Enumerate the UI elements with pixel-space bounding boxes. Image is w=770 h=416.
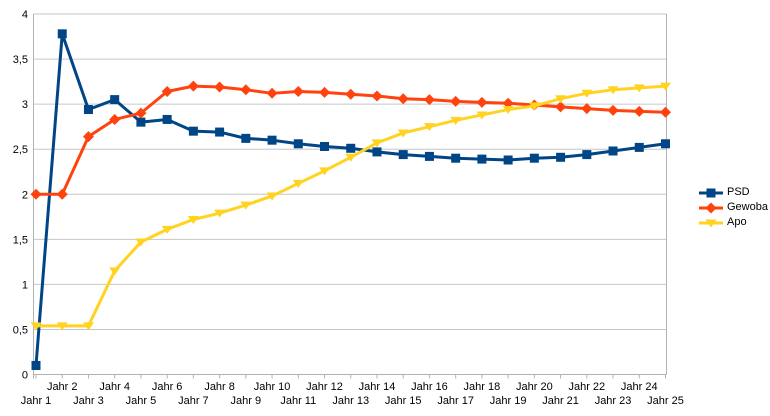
legend-label-gewoba: Gewoba (727, 201, 768, 213)
y-tick-label: 2 (22, 189, 28, 201)
x-tick-label: Jahr 18 (464, 381, 501, 393)
y-tick-label: 1,5 (13, 234, 28, 246)
x-tick-label: Jahr 19 (490, 395, 527, 407)
x-axis-labels: Jahr 1 Jahr 2 Jahr 3 Jahr 4 Jahr 5 Jahr 6 Jahr… (21, 381, 684, 407)
x-tick-label: Jahr 23 (595, 395, 632, 407)
legend-label-apo: Apo (727, 216, 747, 228)
series-psd-line (31, 29, 670, 370)
x-tick-label: Jahr 10 (254, 381, 291, 393)
apo-marker-icon (699, 219, 723, 227)
y-tick-label: 3 (22, 99, 28, 111)
x-tick-label: Jahr 4 (99, 381, 130, 393)
x-tick-label: Jahr 7 (178, 395, 209, 407)
x-tick-label: Jahr 5 (126, 395, 157, 407)
x-tick-label: Jahr 12 (306, 381, 343, 393)
x-tick-label: Jahr 22 (568, 381, 605, 393)
x-tick-label: Jahr 6 (152, 381, 183, 393)
series-apo-line (30, 82, 671, 331)
legend-item-apo: Apo (698, 215, 768, 230)
x-tick-label: Jahr 9 (231, 395, 262, 407)
x-tick-label: Jahr 14 (359, 381, 396, 393)
legend-item-gewoba: Gewoba (698, 200, 768, 215)
x-tick-label: Jahr 1 (21, 395, 52, 407)
y-axis-labels: 0 0,5 1 1,5 2 2,5 3 3,5 4 (13, 9, 28, 382)
y-tick-label: 1 (22, 279, 28, 291)
x-tick-label: Jahr 16 (411, 381, 448, 393)
x-tick-label: Jahr 3 (73, 395, 104, 407)
x-tick-label: Jahr 25 (647, 395, 684, 407)
x-tick-label: Jahr 17 (437, 395, 474, 407)
legend-label-psd: PSD (727, 186, 750, 198)
x-tick-label: Jahr 21 (542, 395, 579, 407)
gridlines (33, 13, 667, 330)
y-tick-label: 3,5 (13, 54, 28, 66)
y-tick-label: 4 (22, 9, 28, 21)
legend-item-psd: PSD (698, 185, 768, 200)
x-tick-label: Jahr 2 (47, 381, 78, 393)
x-tick-label: Jahr 13 (332, 395, 369, 407)
psd-marker-icon (699, 188, 723, 197)
gewoba-marker-icon (699, 202, 723, 213)
x-tick-label: Jahr 8 (204, 381, 235, 393)
y-tick-label: 2,5 (13, 144, 28, 156)
x-tick-label: Jahr 11 (280, 395, 316, 407)
axes (33, 14, 667, 379)
x-tick-label: Jahr 24 (621, 381, 658, 393)
legend: PSD Gewoba Apo (698, 185, 768, 230)
y-tick-label: 0 (22, 370, 28, 382)
series-gewoba-line (30, 80, 671, 200)
y-tick-label: 0,5 (13, 324, 28, 336)
x-tick-label: Jahr 20 (516, 381, 553, 393)
x-tick-label: Jahr 15 (385, 395, 422, 407)
